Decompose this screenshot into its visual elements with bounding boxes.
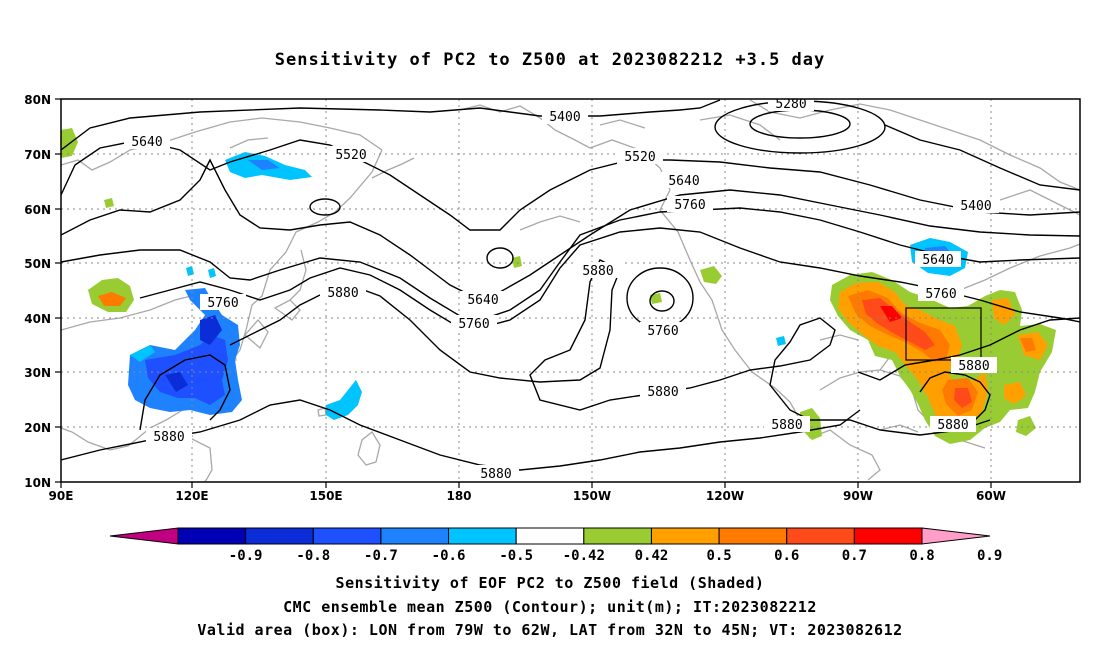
colorbar-label: 0.9 [977,548,1002,564]
contour-label: 5760 [925,287,956,302]
contour-label: 5640 [467,293,498,308]
colorbar-label: 0.42 [635,548,669,564]
lon-label: 90W [843,489,873,503]
colorbar-swatch [853,527,923,545]
lon-label: 150E [309,489,342,503]
lon-label: 180 [446,489,471,503]
contour-label: 5880 [153,430,184,445]
colorbar-high-arrow [921,527,991,545]
contour-label: 5280 [775,97,806,112]
gridlines [61,99,1080,482]
lat-label: 70N [24,148,51,162]
lon-label: 120W [706,489,744,503]
contour-label: 5880 [771,418,802,433]
caption-shading: Sensitivity of EOF PC2 to Z500 field (Sh… [335,574,765,592]
lat-label: 50N [24,257,51,271]
contour-label: 5760 [207,296,238,311]
colorbar-swatch [583,527,652,545]
contour-label: 5640 [668,174,699,189]
lat-label: 30N [24,366,51,380]
colorbar-label: -0.5 [499,548,533,564]
lat-label: 20N [24,421,51,435]
contour-label: 5760 [647,324,678,339]
lon-label: 150W [573,489,611,503]
colorbar-swatch [650,527,720,545]
map-frame [60,98,1081,483]
contour-label: 5880 [937,418,968,433]
colorbar-label: 0.5 [706,548,731,564]
colorbar-label: -0.8 [296,548,330,564]
contour-label: 5880 [582,264,613,279]
colorbar-swatch [312,527,382,545]
colorbar-low-arrow [109,527,179,545]
contour-label: 5880 [647,385,678,400]
lat-label: 80N [24,93,51,107]
contour-label: 5400 [549,110,580,125]
lat-label: 40N [24,312,51,326]
colorbar-label: 0.8 [909,548,934,564]
colorbar-label: 0.6 [774,548,799,564]
colorbar-label: -0.9 [229,548,263,564]
contour-label: 5640 [922,253,953,268]
contour-label: 5760 [458,317,489,332]
contour-label: 5400 [960,199,991,214]
caption-valid-area: Valid area (box): LON from 79W to 62W, L… [197,621,903,639]
colorbar-label: -0.7 [364,548,398,564]
map-title: Sensitivity of PC2 to Z500 at 2023082212… [274,50,826,70]
contour-label: 5520 [624,150,655,165]
colorbar: -0.9 -0.8 -0.7 -0.6 -0.5 -0.42 0.42 0.5 0.6 0.7 0.… [109,527,1002,564]
colorbar-swatch [177,527,247,545]
lon-label: 60W [976,489,1006,503]
contour-label: 5880 [480,467,511,482]
lat-label: 60N [24,203,51,217]
contour-labels: 5280 5400 5400 5520 5520 5640 5640 5640 … [124,97,999,482]
colorbar-swatch [380,527,450,545]
colorbar-swatch [718,527,788,545]
longitude-axis [60,482,992,488]
contour-label: 5520 [335,148,366,163]
colorbar-label: -0.42 [563,548,605,564]
colorbar-label: -0.6 [432,548,466,564]
colorbar-swatch [245,527,314,545]
colorbar-swatch [786,527,855,545]
contour-label: 5880 [958,359,989,374]
caption-contour: CMC ensemble mean Z500 (Contour); unit(m… [283,598,817,616]
coastlines [61,99,1080,482]
valid-area-box [905,307,982,361]
contour-label: 5640 [131,135,162,150]
colorbar-swatch [448,527,517,545]
contour-label: 5760 [674,198,705,213]
colorbar-label: 0.7 [842,548,867,564]
lon-label: 90E [49,489,74,503]
lon-label: 120E [175,489,208,503]
latitude-axis [55,98,61,483]
colorbar-swatch [515,527,585,545]
lat-label: 10N [24,476,51,490]
contour-label: 5880 [327,286,358,301]
